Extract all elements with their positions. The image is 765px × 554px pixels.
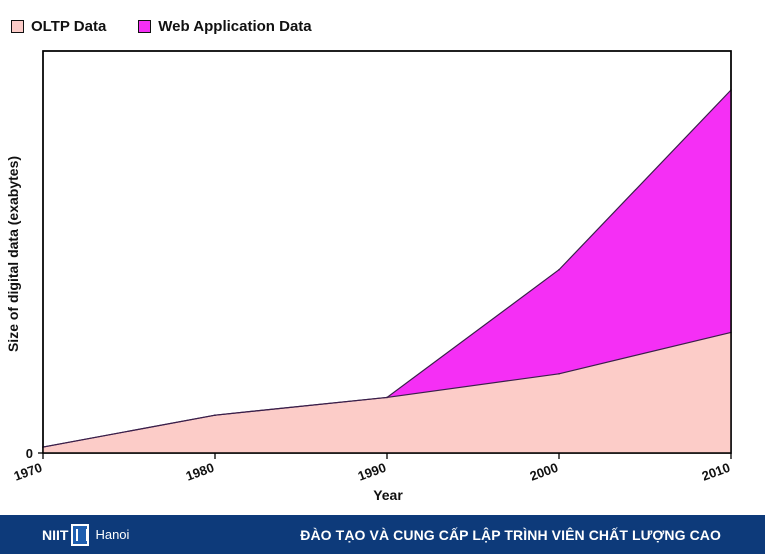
- niit-logo: NIIT Hanoi: [42, 523, 130, 546]
- x-tick-label-1990: 1990: [356, 460, 388, 484]
- legend-swatch-web: [138, 19, 152, 33]
- x-axis-label: Year: [373, 487, 403, 503]
- y-tick-label-0: 0: [26, 446, 33, 461]
- logo-text: NIIT: [42, 526, 69, 543]
- legend-swatch-oltp: [11, 19, 24, 33]
- legend-item-web: Web Application Data: [138, 17, 312, 35]
- x-tick-label-1980: 1980: [184, 460, 216, 484]
- x-tick-label-2010: 2010: [700, 460, 732, 484]
- logo-location: Hanoi: [95, 527, 130, 542]
- point-web-1980: [214, 414, 216, 416]
- legend-item-oltp: OLTP Data: [11, 18, 106, 35]
- point-web-2000: [558, 268, 560, 271]
- legend-label-oltp: OLTP Data: [31, 17, 107, 35]
- footer-slogan: ĐÀO TẠO VÀ CUNG CẤP LẬP TRÌNH VIÊN CHẤT …: [300, 526, 721, 543]
- point-web-1990: [386, 396, 388, 399]
- point-oltp-2000: [558, 372, 560, 375]
- chart-legend: OLTP Data Web Application Data: [11, 15, 312, 37]
- area-chart: 1970 1980 1990 2000 2010 0 Year Size of digital…: [5, 50, 732, 503]
- area-web: [43, 90, 731, 448]
- x-tick-label-1970: 1970: [12, 460, 44, 484]
- footer-banner: NIIT Hanoi ĐÀO TẠO VÀ CUNG CẤP LẬP TRÌNH…: [0, 515, 765, 554]
- x-tick-label-2000: 2000: [528, 460, 560, 484]
- area-oltp: [43, 332, 731, 453]
- logo-mark-icon: [71, 523, 90, 546]
- y-axis-label: Size of digital data (exabytes): [5, 156, 21, 352]
- legend-label-web: Web Application Data: [158, 17, 312, 35]
